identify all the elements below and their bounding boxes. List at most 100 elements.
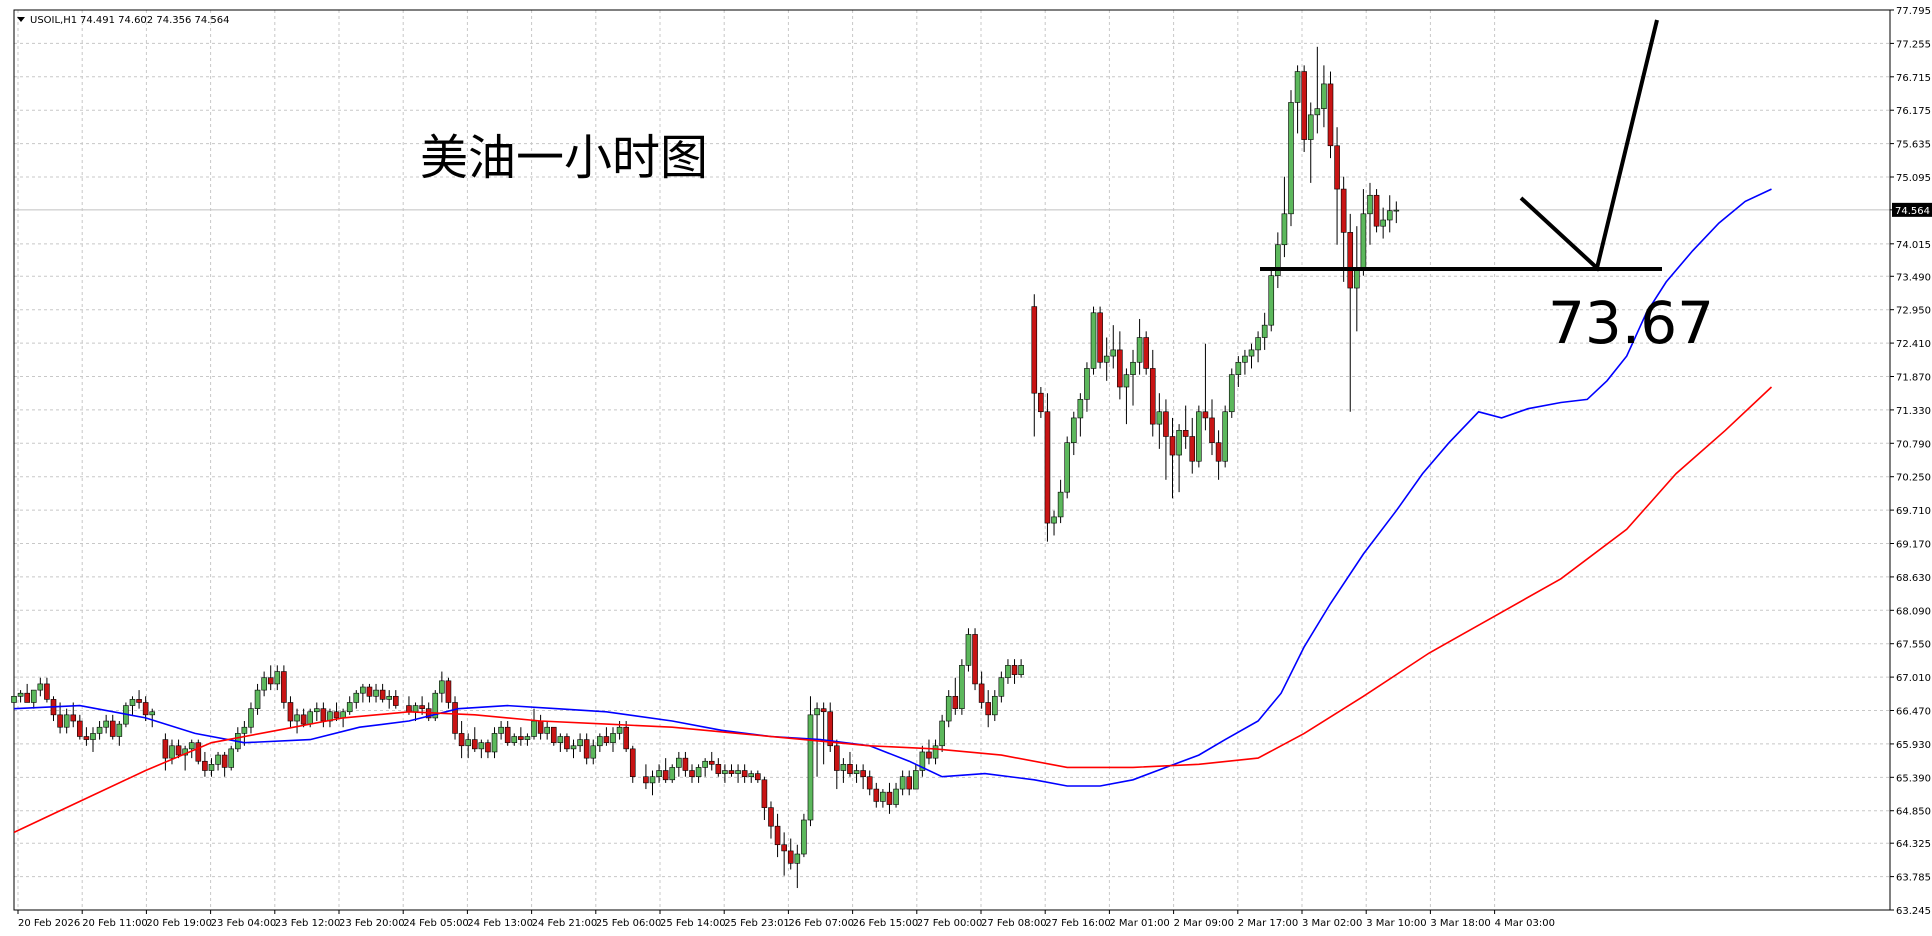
- y-tick-label: 70.250: [1896, 473, 1931, 484]
- candle-body: [1005, 665, 1011, 679]
- candle-body: [1281, 213, 1288, 246]
- candle-body: [202, 760, 208, 771]
- candle-body: [959, 665, 965, 709]
- candle-body: [175, 745, 182, 756]
- candle-body: [965, 634, 972, 666]
- candle-body: [30, 689, 37, 703]
- candle-body: [722, 770, 728, 774]
- candle-body: [1393, 209, 1400, 212]
- y-tick-label: 67.550: [1896, 640, 1931, 651]
- chart-menu-arrow-icon[interactable]: [17, 17, 25, 22]
- candle-body: [531, 720, 537, 737]
- candlesticks: [11, 46, 1400, 889]
- y-tick-label: 72.410: [1896, 339, 1931, 350]
- candle-body: [1255, 337, 1261, 351]
- candle-body: [1130, 361, 1136, 375]
- candle-body: [261, 677, 267, 691]
- candle-body: [307, 711, 314, 725]
- candle-body: [557, 736, 564, 743]
- x-tick-label: 24 Feb 05:00: [403, 918, 469, 929]
- candle-body: [1090, 312, 1097, 369]
- candle-body: [504, 726, 511, 743]
- y-tick-label: 63.785: [1896, 873, 1931, 884]
- candle-body: [768, 807, 774, 827]
- candle-body: [1307, 114, 1314, 140]
- candle-body: [524, 736, 531, 740]
- y-tick-label: 75.635: [1896, 140, 1931, 151]
- y-tick-label: 77.255: [1896, 39, 1931, 50]
- candle-body: [1064, 442, 1070, 493]
- x-tick-label: 20 Feb 2026: [18, 918, 80, 929]
- candle-body: [906, 776, 913, 790]
- candle-body: [873, 788, 880, 802]
- candle-body: [1176, 430, 1182, 456]
- candle-body: [1235, 361, 1242, 375]
- candle-body: [1209, 417, 1215, 443]
- y-tick-label: 69.170: [1896, 540, 1931, 551]
- candle-body: [373, 689, 379, 697]
- candle-body: [1215, 442, 1222, 462]
- candle-body: [478, 742, 485, 750]
- symbol-label: USOIL,H1: [30, 15, 77, 26]
- candle-body: [1373, 194, 1380, 227]
- candle-body: [893, 788, 899, 805]
- x-tick-label: 2 Mar 09:00: [1174, 918, 1234, 929]
- candle-body: [774, 825, 781, 846]
- ohlc-readout: 74.491 74.602 74.356 74.564: [80, 15, 230, 26]
- candle-body: [978, 683, 985, 703]
- plot-frame: [13, 9, 1891, 911]
- candle-body: [1163, 411, 1169, 437]
- candle-body: [452, 702, 458, 734]
- candle-body: [1156, 411, 1163, 425]
- candle-body: [1031, 306, 1038, 394]
- candle-body: [96, 726, 103, 734]
- candle-body: [518, 736, 524, 740]
- candle-body: [702, 760, 708, 768]
- candle-body: [550, 726, 557, 743]
- candle-body: [781, 844, 787, 852]
- candle-body: [254, 689, 261, 709]
- x-tick-label: 26 Feb 07:00: [788, 918, 854, 929]
- candle-body: [1360, 213, 1367, 270]
- candle-body: [847, 764, 853, 774]
- y-tick-label: 68.090: [1896, 606, 1931, 617]
- candle-body: [1248, 349, 1255, 357]
- candle-body: [708, 760, 715, 765]
- support-level-label: 73.67: [1548, 289, 1714, 357]
- candle-body: [320, 708, 327, 722]
- candle-body: [188, 742, 195, 750]
- candle-body: [1110, 349, 1117, 357]
- x-tick-label: 25 Feb 14:00: [660, 918, 726, 929]
- y-tick-label: 72.950: [1896, 306, 1931, 317]
- candle-body: [682, 757, 689, 771]
- candle-body: [1321, 83, 1327, 109]
- candle-body: [1084, 368, 1090, 400]
- candle-body: [616, 726, 623, 734]
- candle-body: [1327, 83, 1334, 147]
- candle-body: [972, 634, 978, 685]
- candle-body: [695, 767, 702, 778]
- y-tick-label: 77.795: [1896, 6, 1931, 17]
- ma-slow-line: [13, 386, 1773, 834]
- candle-body: [241, 726, 248, 734]
- x-tick-label: 20 Feb 11:00: [82, 918, 148, 929]
- x-tick-label: 23 Feb 04:00: [211, 918, 277, 929]
- candle-body: [1077, 399, 1084, 419]
- y-tick-label: 64.850: [1896, 807, 1931, 818]
- y-tick-label: 76.175: [1896, 106, 1931, 117]
- candle-body: [1367, 194, 1373, 215]
- candle-body: [1261, 324, 1268, 338]
- candle-body: [136, 699, 142, 703]
- candle-body: [353, 692, 360, 703]
- candle-body: [1242, 355, 1248, 363]
- projection-path: [1519, 19, 1659, 272]
- candle-body: [597, 736, 603, 747]
- candle-body: [1347, 232, 1354, 289]
- candle-body: [537, 720, 544, 734]
- candle-body: [116, 723, 123, 737]
- candle-body: [814, 708, 820, 716]
- candle-body: [899, 776, 906, 790]
- candle-body: [1202, 411, 1209, 419]
